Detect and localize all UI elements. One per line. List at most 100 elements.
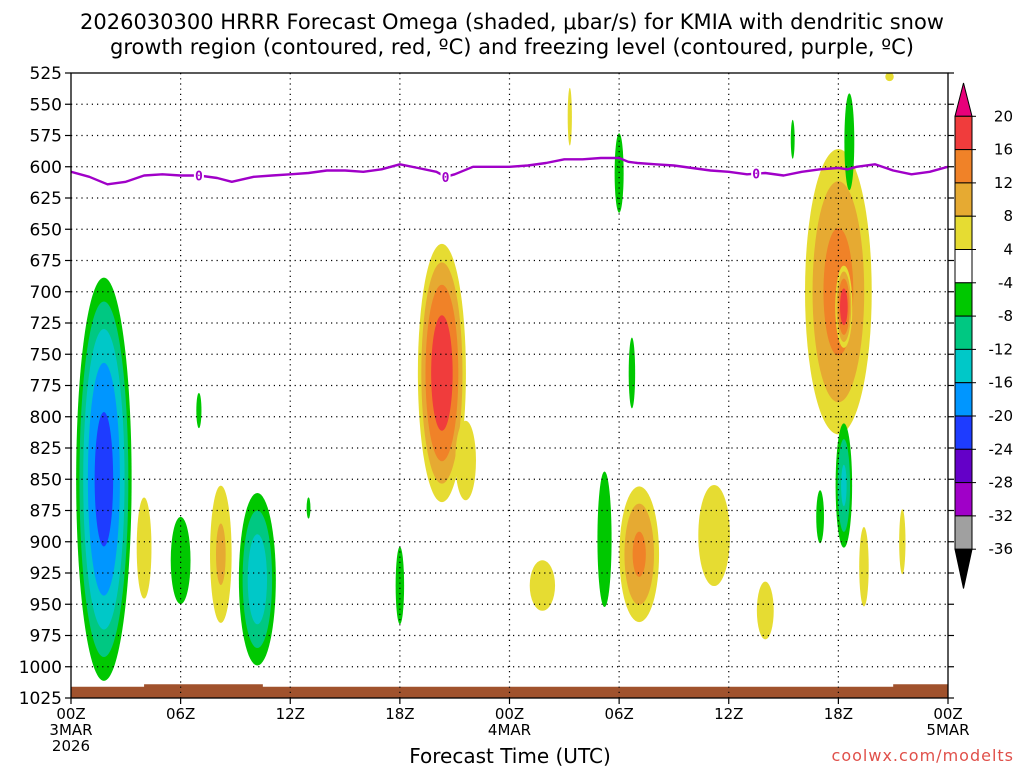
y-tick-label: 1000 xyxy=(19,658,62,678)
omega-contour-band xyxy=(844,93,855,191)
colorbar-label: -36 xyxy=(989,540,1014,558)
y-tick-label: 675 xyxy=(30,252,62,272)
omega-feature xyxy=(76,277,132,681)
y-tick-label: 775 xyxy=(30,377,62,397)
colorbar-legend: 20 16 12 8 4 -4 -8 -12 -16 -20 -24 -28 -32 -36 xyxy=(954,82,1014,589)
y-tick-label: 700 xyxy=(30,283,62,303)
y-tick-label: 850 xyxy=(30,470,62,490)
omega-feature xyxy=(885,73,894,82)
colorbar-swatch xyxy=(954,415,973,450)
colorbar-label: -24 xyxy=(989,440,1014,458)
omega-feature xyxy=(395,546,405,625)
colorbar-swatch xyxy=(954,149,973,184)
colorbar-label: -32 xyxy=(989,507,1014,525)
omega-contour-band xyxy=(756,581,774,640)
omega-contour-band xyxy=(431,315,453,431)
omega-feature xyxy=(835,423,853,548)
y-tick-label: 725 xyxy=(30,314,62,334)
omega-shading xyxy=(76,73,906,681)
omega-feature xyxy=(306,497,311,519)
x-tick-date: 5MAR xyxy=(926,721,969,739)
colorbar-label: -8 xyxy=(998,307,1013,325)
grid-lines xyxy=(71,73,948,698)
omega-contour-band xyxy=(790,119,795,159)
omega-contour-band xyxy=(196,392,202,429)
omega-contour-band xyxy=(840,288,848,326)
omega-feature xyxy=(698,484,730,587)
colorbar-swatch xyxy=(954,448,973,484)
y-axis-pressure: 525 550 575 600 625 650 675 700 725 750 775 800 825 8… xyxy=(19,64,954,709)
omega-contour-band xyxy=(899,509,906,575)
x-tick-label: 00Z xyxy=(933,705,962,723)
y-tick-label: 800 xyxy=(30,408,62,428)
y-tick-label: 1025 xyxy=(19,689,62,709)
omega-feature xyxy=(170,516,191,605)
omega-feature xyxy=(455,420,476,501)
omega-contour-band xyxy=(628,337,636,409)
y-tick-label: 575 xyxy=(30,127,62,147)
x-tick-label: 12Z xyxy=(276,705,305,723)
omega-contour-band xyxy=(136,497,152,599)
colorbar-swatch xyxy=(954,249,973,284)
omega-contour-band xyxy=(94,412,114,547)
x-tick-label: 00Z xyxy=(56,705,85,723)
omega-feature xyxy=(899,509,906,575)
y-tick-label: 625 xyxy=(30,189,62,209)
colorbar-cap-top xyxy=(954,82,973,117)
y-tick-label: 750 xyxy=(30,345,62,365)
colorbar-label: 12 xyxy=(994,174,1013,192)
chart-title-line1: 2026030300 HRRR Forecast Omega (shaded, … xyxy=(80,10,944,34)
x-tick-label: 00Z xyxy=(495,705,524,723)
freezing-level-line xyxy=(71,156,948,186)
freezing-label-bg xyxy=(751,166,762,181)
x-tick-label: 12Z xyxy=(714,705,743,723)
x-tick-date: 3MAR xyxy=(49,721,92,739)
credit-text: coolwx.com/modelts xyxy=(832,746,1014,765)
omega-feature xyxy=(859,527,869,607)
omega-feature xyxy=(210,485,232,623)
omega-contour-band xyxy=(395,546,405,625)
terrain-bump xyxy=(893,684,948,688)
omega-contour-band xyxy=(247,534,268,625)
x-tick-label: 06Z xyxy=(604,705,633,723)
terrain-bump xyxy=(144,684,263,688)
colorbar-label: -28 xyxy=(989,474,1014,492)
omega-contour-band xyxy=(597,471,612,608)
y-tick-label: 900 xyxy=(30,533,62,553)
freezing-label-bg xyxy=(440,169,451,184)
omega-feature xyxy=(529,560,556,611)
y-tick-label: 650 xyxy=(30,220,62,240)
y-tick-label: 825 xyxy=(30,439,62,459)
y-tick-label: 925 xyxy=(30,564,62,584)
colorbar-swatch xyxy=(954,515,973,550)
omega-contour-band xyxy=(841,464,847,507)
x-tick-year: 2026 xyxy=(52,737,90,755)
omega-contour-band xyxy=(306,497,311,519)
omega-feature xyxy=(619,486,660,623)
colorbar-swatch xyxy=(954,382,973,417)
y-tick-label: 975 xyxy=(30,627,62,647)
freezing-level-label: 0 xyxy=(752,168,760,183)
omega-feature xyxy=(816,490,824,544)
omega-feature xyxy=(844,93,855,191)
freezing-level-label: 0 xyxy=(442,171,450,186)
colorbar-label: -12 xyxy=(989,340,1014,358)
omega-feature xyxy=(136,497,152,599)
y-tick-label: 875 xyxy=(30,502,62,522)
freezing-level-contour: 0 0 0 xyxy=(71,156,948,186)
omega-contour-band xyxy=(529,560,556,611)
colorbar-swatch xyxy=(954,182,973,217)
colorbar-label: 8 xyxy=(1003,207,1013,225)
freezing-level-label: 0 xyxy=(195,170,203,185)
colorbar-swatch xyxy=(954,215,973,250)
omega-contour-band xyxy=(885,73,894,82)
omega-contour-band xyxy=(567,87,572,146)
colorbar-swatch xyxy=(954,282,973,317)
colorbar-swatch xyxy=(954,348,973,384)
freezing-label-bg xyxy=(193,168,204,183)
colorbar-label: -20 xyxy=(989,407,1014,425)
y-tick-label: 950 xyxy=(30,595,62,615)
omega-feature xyxy=(790,119,795,159)
omega-contour-band xyxy=(698,484,730,587)
